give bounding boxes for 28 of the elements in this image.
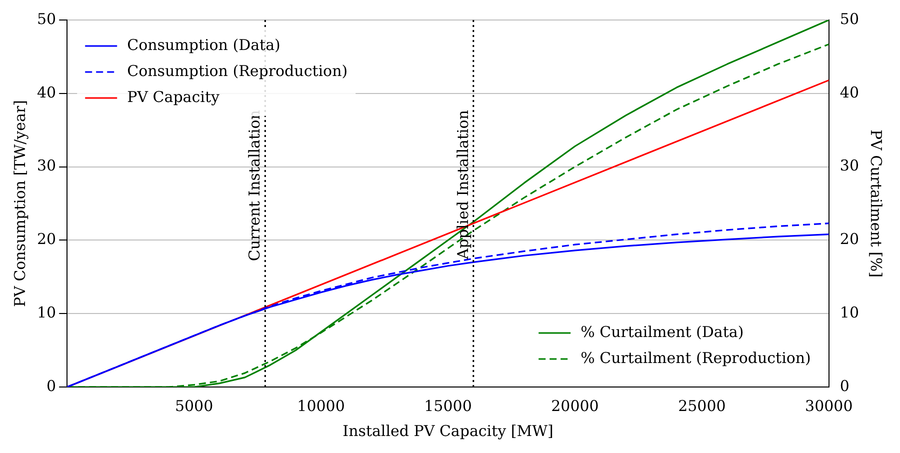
y2-tick-label: 40	[840, 83, 860, 102]
x-tick-label: 10000	[297, 396, 345, 415]
x-tick-label: 30000	[805, 396, 853, 415]
legend-label: PV Capacity	[127, 88, 220, 106]
legend-label: % Curtailment (Reproduction)	[580, 348, 811, 367]
y2-tick-label: 30	[840, 156, 860, 175]
y2-tick-label: 10	[840, 303, 860, 322]
legend-label: Consumption (Reproduction)	[127, 62, 348, 80]
x-tick-label: 20000	[551, 396, 599, 415]
ref-line-label: Current Installation	[246, 110, 264, 262]
y-axis-title: PV Consumption [TW/year]	[10, 100, 29, 307]
ref-line-label: Applied Installation	[454, 110, 472, 260]
x-tick-label: 15000	[424, 396, 472, 415]
y-tick-label: 50	[36, 10, 56, 28]
y-tick-label: 40	[36, 83, 56, 102]
y-tick-label: 10	[36, 303, 56, 322]
legend-label: Consumption (Data)	[127, 36, 280, 54]
y2-axis-title: PV Curtailment [%]	[867, 129, 886, 278]
legend-label: % Curtailment (Data)	[580, 322, 744, 341]
y-tick-label: 20	[36, 230, 56, 248]
x-tick-label: 5000	[174, 396, 214, 415]
y2-tick-label: 20	[840, 230, 860, 248]
y2-tick-label: 0	[840, 376, 850, 395]
x-tick-label: 25000	[678, 396, 726, 415]
y2-tick-label: 50	[840, 10, 860, 28]
y-tick-label: 30	[36, 156, 56, 175]
x-axis-title: Installed PV Capacity [MW]	[342, 422, 554, 440]
y-tick-label: 0	[46, 376, 56, 395]
